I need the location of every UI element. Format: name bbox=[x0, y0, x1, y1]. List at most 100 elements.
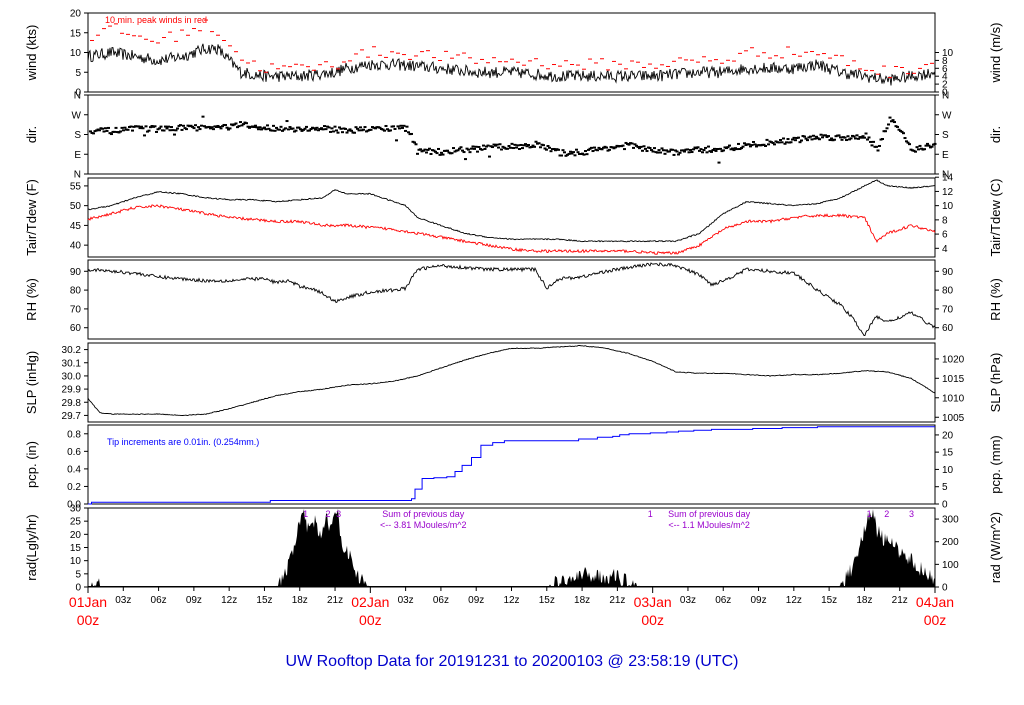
dir-dir-mark bbox=[546, 144, 550, 147]
dir-dir-mark bbox=[933, 142, 937, 145]
dir-dir-mark bbox=[396, 125, 400, 128]
dir-dir-mark bbox=[867, 136, 871, 139]
dir-dir-mark bbox=[291, 127, 295, 130]
dir-dir-mark bbox=[753, 143, 757, 146]
dir-dir-mark bbox=[303, 127, 307, 130]
rad-left-tick-label: 5 bbox=[75, 569, 81, 580]
dir-dir-mark bbox=[875, 145, 878, 148]
dir-dir-mark bbox=[195, 129, 199, 132]
dir-dir-mark bbox=[530, 146, 533, 149]
dir-dir-mark bbox=[338, 126, 341, 129]
dir-dir-mark bbox=[767, 143, 770, 146]
dir-dir-mark bbox=[399, 124, 403, 127]
slp-right-tick-label: 1010 bbox=[942, 393, 965, 404]
dir-dir-mark bbox=[458, 147, 461, 150]
slp-left-tick-label: 29.9 bbox=[62, 385, 82, 396]
dir-dir-mark bbox=[353, 131, 356, 134]
dir-dir-mark bbox=[900, 130, 904, 133]
rad-hour-marker: 3 bbox=[336, 509, 341, 519]
dir-dir-mark bbox=[843, 136, 847, 139]
rh-left-tick-label: 80 bbox=[70, 286, 82, 297]
dir-dir-mark bbox=[651, 150, 655, 153]
rad-left-tick-label: 15 bbox=[70, 543, 82, 554]
dir-dir-mark bbox=[570, 152, 574, 155]
dir-dir-mark bbox=[426, 148, 430, 151]
rh-right-tick-label: 90 bbox=[942, 267, 954, 278]
dir-dir-mark bbox=[716, 147, 719, 150]
dir-dir-mark bbox=[224, 124, 227, 127]
dir-dir-mark bbox=[92, 132, 95, 135]
dir-dir-mark bbox=[192, 127, 196, 130]
dir-dir-mark bbox=[828, 139, 832, 142]
dir-dir-mark bbox=[89, 130, 92, 133]
dir-dir-mark bbox=[105, 129, 109, 132]
x-tick-label: 21z bbox=[609, 595, 625, 606]
dir-dir-mark bbox=[686, 148, 689, 151]
dir-dir-mark bbox=[497, 146, 500, 149]
dir-dir-mark bbox=[533, 145, 536, 148]
dir-dir-mark bbox=[512, 147, 515, 150]
dir-dir-mark bbox=[419, 148, 422, 151]
dir-dir-mark bbox=[893, 121, 896, 124]
dir-dir-mark bbox=[425, 151, 428, 154]
dir-dir-mark bbox=[572, 151, 575, 154]
dir-dir-mark bbox=[452, 147, 455, 150]
dir-dir-mark bbox=[840, 138, 844, 141]
dir-dir-mark bbox=[590, 146, 593, 149]
wind-left-tick-label: 10 bbox=[70, 48, 82, 59]
dir-dir-mark bbox=[630, 142, 634, 145]
dir-dir-mark bbox=[294, 129, 298, 132]
dir-dir-mark bbox=[891, 119, 895, 122]
dir-dir-mark bbox=[212, 128, 215, 131]
dir-dir-mark bbox=[741, 145, 745, 148]
dir-dir-mark bbox=[660, 147, 664, 150]
dir-dir-mark bbox=[689, 148, 692, 151]
rad-hour-marker: 1 bbox=[303, 509, 308, 519]
dir-dir-mark bbox=[333, 125, 337, 128]
dir-dir-mark bbox=[821, 136, 824, 139]
dir-dir-mark bbox=[779, 138, 782, 141]
dir-dir-mark bbox=[416, 152, 419, 155]
dir-dir-mark bbox=[587, 148, 590, 151]
dir-dir-mark bbox=[863, 136, 866, 139]
dir-dir-mark bbox=[432, 149, 436, 152]
dir-dir-mark bbox=[257, 128, 260, 131]
rh-right-tick-label: 70 bbox=[942, 304, 954, 315]
dir-dir-mark bbox=[215, 126, 218, 129]
dir-dir-mark bbox=[545, 148, 548, 151]
x-tick-label: 18z bbox=[574, 595, 590, 606]
dir-dir-mark bbox=[210, 126, 214, 129]
dir-dir-mark bbox=[255, 126, 259, 129]
dir-dir-mark bbox=[800, 139, 803, 142]
dir-dir-mark bbox=[434, 150, 437, 153]
dir-dir-mark bbox=[833, 138, 836, 141]
dir-dir-mark bbox=[659, 151, 662, 154]
dir-dir-mark bbox=[824, 134, 827, 137]
dir-dir-mark bbox=[221, 125, 224, 128]
dir-dir-mark bbox=[312, 127, 316, 130]
dir-dir-mark bbox=[302, 128, 305, 131]
wind-right-tick-label: 4 bbox=[942, 72, 948, 83]
pcp-ylabel-right: pcp. (mm) bbox=[988, 435, 1003, 494]
dir-dir-mark bbox=[509, 146, 512, 149]
dir-dir-mark bbox=[467, 148, 470, 151]
dir-dir-mark bbox=[600, 148, 604, 151]
dir-dir-mark bbox=[914, 150, 917, 153]
pcp-left-tick-label: 0.2 bbox=[67, 482, 81, 493]
dir-dir-mark bbox=[698, 149, 701, 152]
dir-dir-mark bbox=[918, 144, 922, 147]
pcp-right-tick-label: 15 bbox=[942, 448, 954, 459]
dir-dir-mark bbox=[839, 136, 842, 139]
dir-dir-mark bbox=[632, 146, 635, 149]
dir-dir-mark bbox=[410, 132, 413, 135]
dir-dir-mark bbox=[362, 128, 365, 131]
dir-dir-mark bbox=[123, 126, 127, 129]
dir-dir-mark bbox=[740, 147, 743, 150]
x-tick-label: 03z bbox=[398, 595, 414, 606]
rad-right-tick-label: 0 bbox=[942, 583, 948, 594]
rh-right-tick-label: 80 bbox=[942, 286, 954, 297]
dir-dir-mark bbox=[704, 146, 707, 149]
dir-dir-mark bbox=[576, 151, 580, 154]
dir-dir-mark bbox=[549, 150, 553, 153]
dir-dir-mark bbox=[462, 151, 466, 154]
